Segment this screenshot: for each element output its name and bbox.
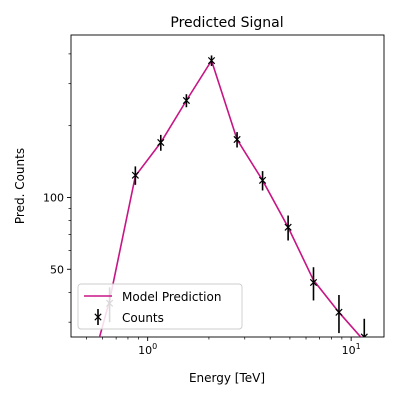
legend: Model Prediction Counts <box>77 283 243 330</box>
legend-counts-swatch <box>94 309 102 325</box>
counts-point <box>360 318 368 337</box>
counts-point <box>157 134 165 151</box>
counts-marker <box>157 138 165 147</box>
x-axis-ticks: 100 101 <box>86 337 361 357</box>
axes-frame <box>70 34 385 338</box>
counts-point <box>207 55 216 66</box>
counts-marker <box>182 96 191 105</box>
y-axis-label: Pred. Counts <box>13 148 27 224</box>
counts-point <box>182 94 191 108</box>
chart-title: Predicted Signal <box>170 15 283 31</box>
x-tick-label: 101 <box>342 342 361 357</box>
y-axis-ticks: 50 100 <box>43 53 71 323</box>
legend-label-model: Model Prediction <box>122 290 221 304</box>
counts-point <box>258 171 267 191</box>
legend-label-counts: Counts <box>122 311 164 325</box>
legend-box <box>77 283 243 330</box>
plot-area <box>70 34 385 338</box>
x-tick-label: 100 <box>138 342 157 357</box>
counts-marker <box>258 176 267 184</box>
counts-point <box>335 295 343 334</box>
counts-marker <box>284 223 292 231</box>
counts-marker <box>131 171 139 179</box>
counts-marker <box>309 278 318 287</box>
counts-point <box>233 132 241 148</box>
counts-marker <box>360 333 368 337</box>
counts-point <box>131 166 139 185</box>
y-tick-label: 100 <box>43 191 64 204</box>
y-tick-label: 50 <box>50 263 64 276</box>
counts-marker <box>207 56 216 65</box>
counts-marker <box>233 135 241 144</box>
counts-point <box>309 267 318 301</box>
counts-marker <box>335 308 343 316</box>
counts-point <box>284 215 292 241</box>
legend-counts-x <box>94 313 102 321</box>
x-axis-label: Energy [TeV] <box>189 371 265 385</box>
